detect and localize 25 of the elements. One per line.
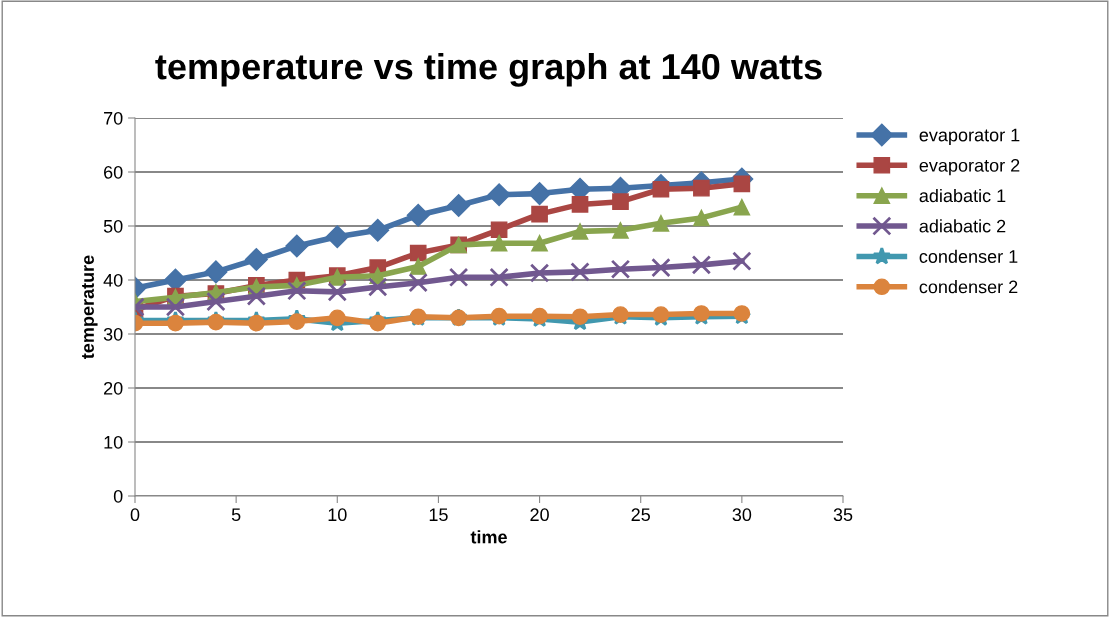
legend-label: condenser 2 bbox=[919, 280, 1018, 294]
legend-label: adiabatic 2 bbox=[919, 219, 1006, 233]
y-tick-label: 0 bbox=[113, 489, 123, 503]
y-tick-label: 10 bbox=[104, 435, 123, 449]
legend-label: evaporator 1 bbox=[919, 128, 1020, 145]
x-tick-label: 5 bbox=[231, 508, 241, 522]
x-tick-label: 0 bbox=[130, 508, 140, 522]
x-tick-label: 20 bbox=[530, 508, 549, 522]
chart-title: temperature vs time graph at 140 watts bbox=[155, 52, 822, 87]
legend-label: adiabatic 1 bbox=[919, 188, 1006, 203]
y-axis-title: temperature bbox=[82, 255, 98, 359]
legend-label: condenser 1 bbox=[919, 249, 1018, 263]
x-tick-label: 30 bbox=[732, 508, 752, 522]
x-tick-label: 35 bbox=[833, 508, 853, 522]
legend-label: evaporator 2 bbox=[919, 159, 1020, 176]
x-axis-title: time bbox=[470, 530, 507, 544]
y-tick-label: 50 bbox=[103, 219, 123, 233]
y-tick-label: 20 bbox=[104, 381, 123, 395]
x-tick-label: 25 bbox=[631, 508, 650, 522]
y-tick-label: 70 bbox=[104, 111, 123, 125]
x-tick-label: 15 bbox=[429, 508, 448, 522]
x-tick-label: 10 bbox=[328, 508, 347, 522]
y-tick-label: 30 bbox=[103, 327, 123, 341]
y-tick-label: 40 bbox=[103, 273, 123, 287]
y-tick-label: 60 bbox=[104, 165, 123, 179]
